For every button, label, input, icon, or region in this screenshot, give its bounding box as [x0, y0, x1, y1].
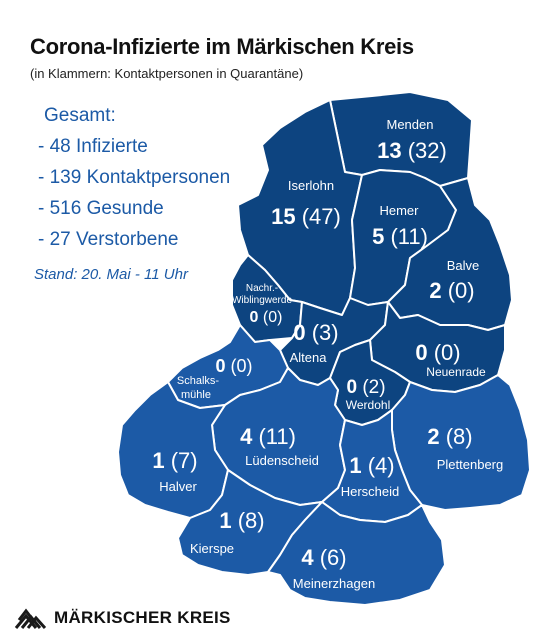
neuenrade-counts: 0 (0) [415, 340, 460, 365]
summary-heading: Gesamt: [44, 105, 116, 126]
label-schalksmuehle: 0 (0) Schalks- mühle [177, 356, 253, 401]
altena-counts: 0 (3) [293, 320, 338, 345]
region-meinerzhagen[interactable] [267, 501, 446, 606]
hemer-name: Hemer [379, 203, 419, 218]
herscheid-counts: 1 (4) [349, 453, 394, 478]
meinerzhagen-name: Meinerzhagen [293, 576, 375, 591]
hemer-counts: 5 (11) [372, 224, 428, 249]
region-nachrodt-wiblingwerde[interactable] [231, 254, 303, 343]
label-neuenrade: 0 (0) Neuenrade [415, 340, 486, 379]
nachrodt-name-line2: Wiblingwerde [232, 295, 292, 306]
label-herscheid: 1 (4) Herscheid [341, 453, 400, 499]
halver-name: Halver [159, 479, 197, 494]
schalksmuehle-name-line1: Schalks- [177, 375, 220, 387]
balve-counts: 2 (0) [429, 278, 474, 303]
summary-box: Gesamt: - 48 Infizierte - 139 Kontaktper… [38, 100, 230, 255]
plettenberg-name: Plettenberg [437, 457, 504, 472]
halver-counts: 1 (7) [152, 448, 197, 473]
altena-name: Altena [290, 350, 328, 365]
label-menden: Menden 13 (32) [377, 117, 447, 163]
plettenberg-counts: 2 (8) [427, 424, 472, 449]
label-meinerzhagen: 4 (6) Meinerzhagen [293, 545, 375, 591]
label-plettenberg: 2 (8) Plettenberg [427, 424, 503, 472]
label-halver: 1 (7) Halver [152, 448, 197, 494]
summary-infected: - 48 Infizierte [38, 136, 148, 157]
logo-text: MÄRKISCHER KREIS [54, 608, 231, 627]
kierspe-name: Kierspe [190, 541, 234, 556]
luedenscheid-name: Lüdenscheid [245, 453, 319, 468]
iserlohn-counts: 15 (47) [271, 204, 341, 229]
menden-counts: 13 (32) [377, 138, 447, 163]
region-kierspe[interactable] [177, 469, 323, 576]
label-balve: Balve 2 (0) [429, 258, 479, 303]
nachrodt-name-line1: Nachr.- [246, 283, 278, 294]
nachrodt-counts: 0 (0) [250, 309, 283, 326]
werdohl-name: Werdohl [346, 398, 390, 412]
werdohl-counts: 0 (2) [346, 377, 385, 398]
schalksmuehle-name-line2: mühle [181, 389, 211, 401]
summary-deceased: - 27 Verstorbene [38, 229, 179, 250]
map-subtitle: (in Klammern: Kontaktpersonen in Quarant… [30, 66, 304, 81]
label-iserlohn: Iserlohn 15 (47) [271, 178, 341, 229]
meinerzhagen-counts: 4 (6) [301, 545, 346, 570]
iserlohn-name: Iserlohn [288, 178, 334, 193]
label-luedenscheid: 4 (11) Lüdenscheid [240, 424, 319, 468]
schalksmuehle-counts: 0 (0) [215, 356, 252, 376]
label-werdohl: 0 (2) Werdohl [346, 377, 390, 412]
summary-contacts: - 139 Kontaktpersonen [38, 167, 231, 188]
label-altena: 0 (3) Altena [290, 320, 339, 365]
neuenrade-name: Neuenrade [426, 365, 486, 379]
kierspe-counts: 1 (8) [219, 508, 264, 533]
map-title: Corona-Infizierte im Märkischen Kreis [30, 34, 414, 59]
summary-recovered: - 516 Gesunde [38, 198, 164, 219]
balve-name: Balve [447, 258, 480, 273]
label-nachrodt-wiblingwerde: Nachr.- Wiblingwerde 0 (0) [232, 283, 292, 326]
label-kierspe: 1 (8) Kierspe [190, 508, 265, 556]
timestamp: Stand: 20. Mai - 11 Uhr [34, 266, 188, 283]
district-logo-icon [14, 608, 47, 630]
footer-logo: MÄRKISCHER KREIS [14, 606, 231, 630]
herscheid-name: Herscheid [341, 484, 400, 499]
luedenscheid-counts: 4 (11) [240, 424, 296, 449]
label-hemer: Hemer 5 (11) [372, 203, 428, 249]
menden-name: Menden [387, 117, 434, 132]
